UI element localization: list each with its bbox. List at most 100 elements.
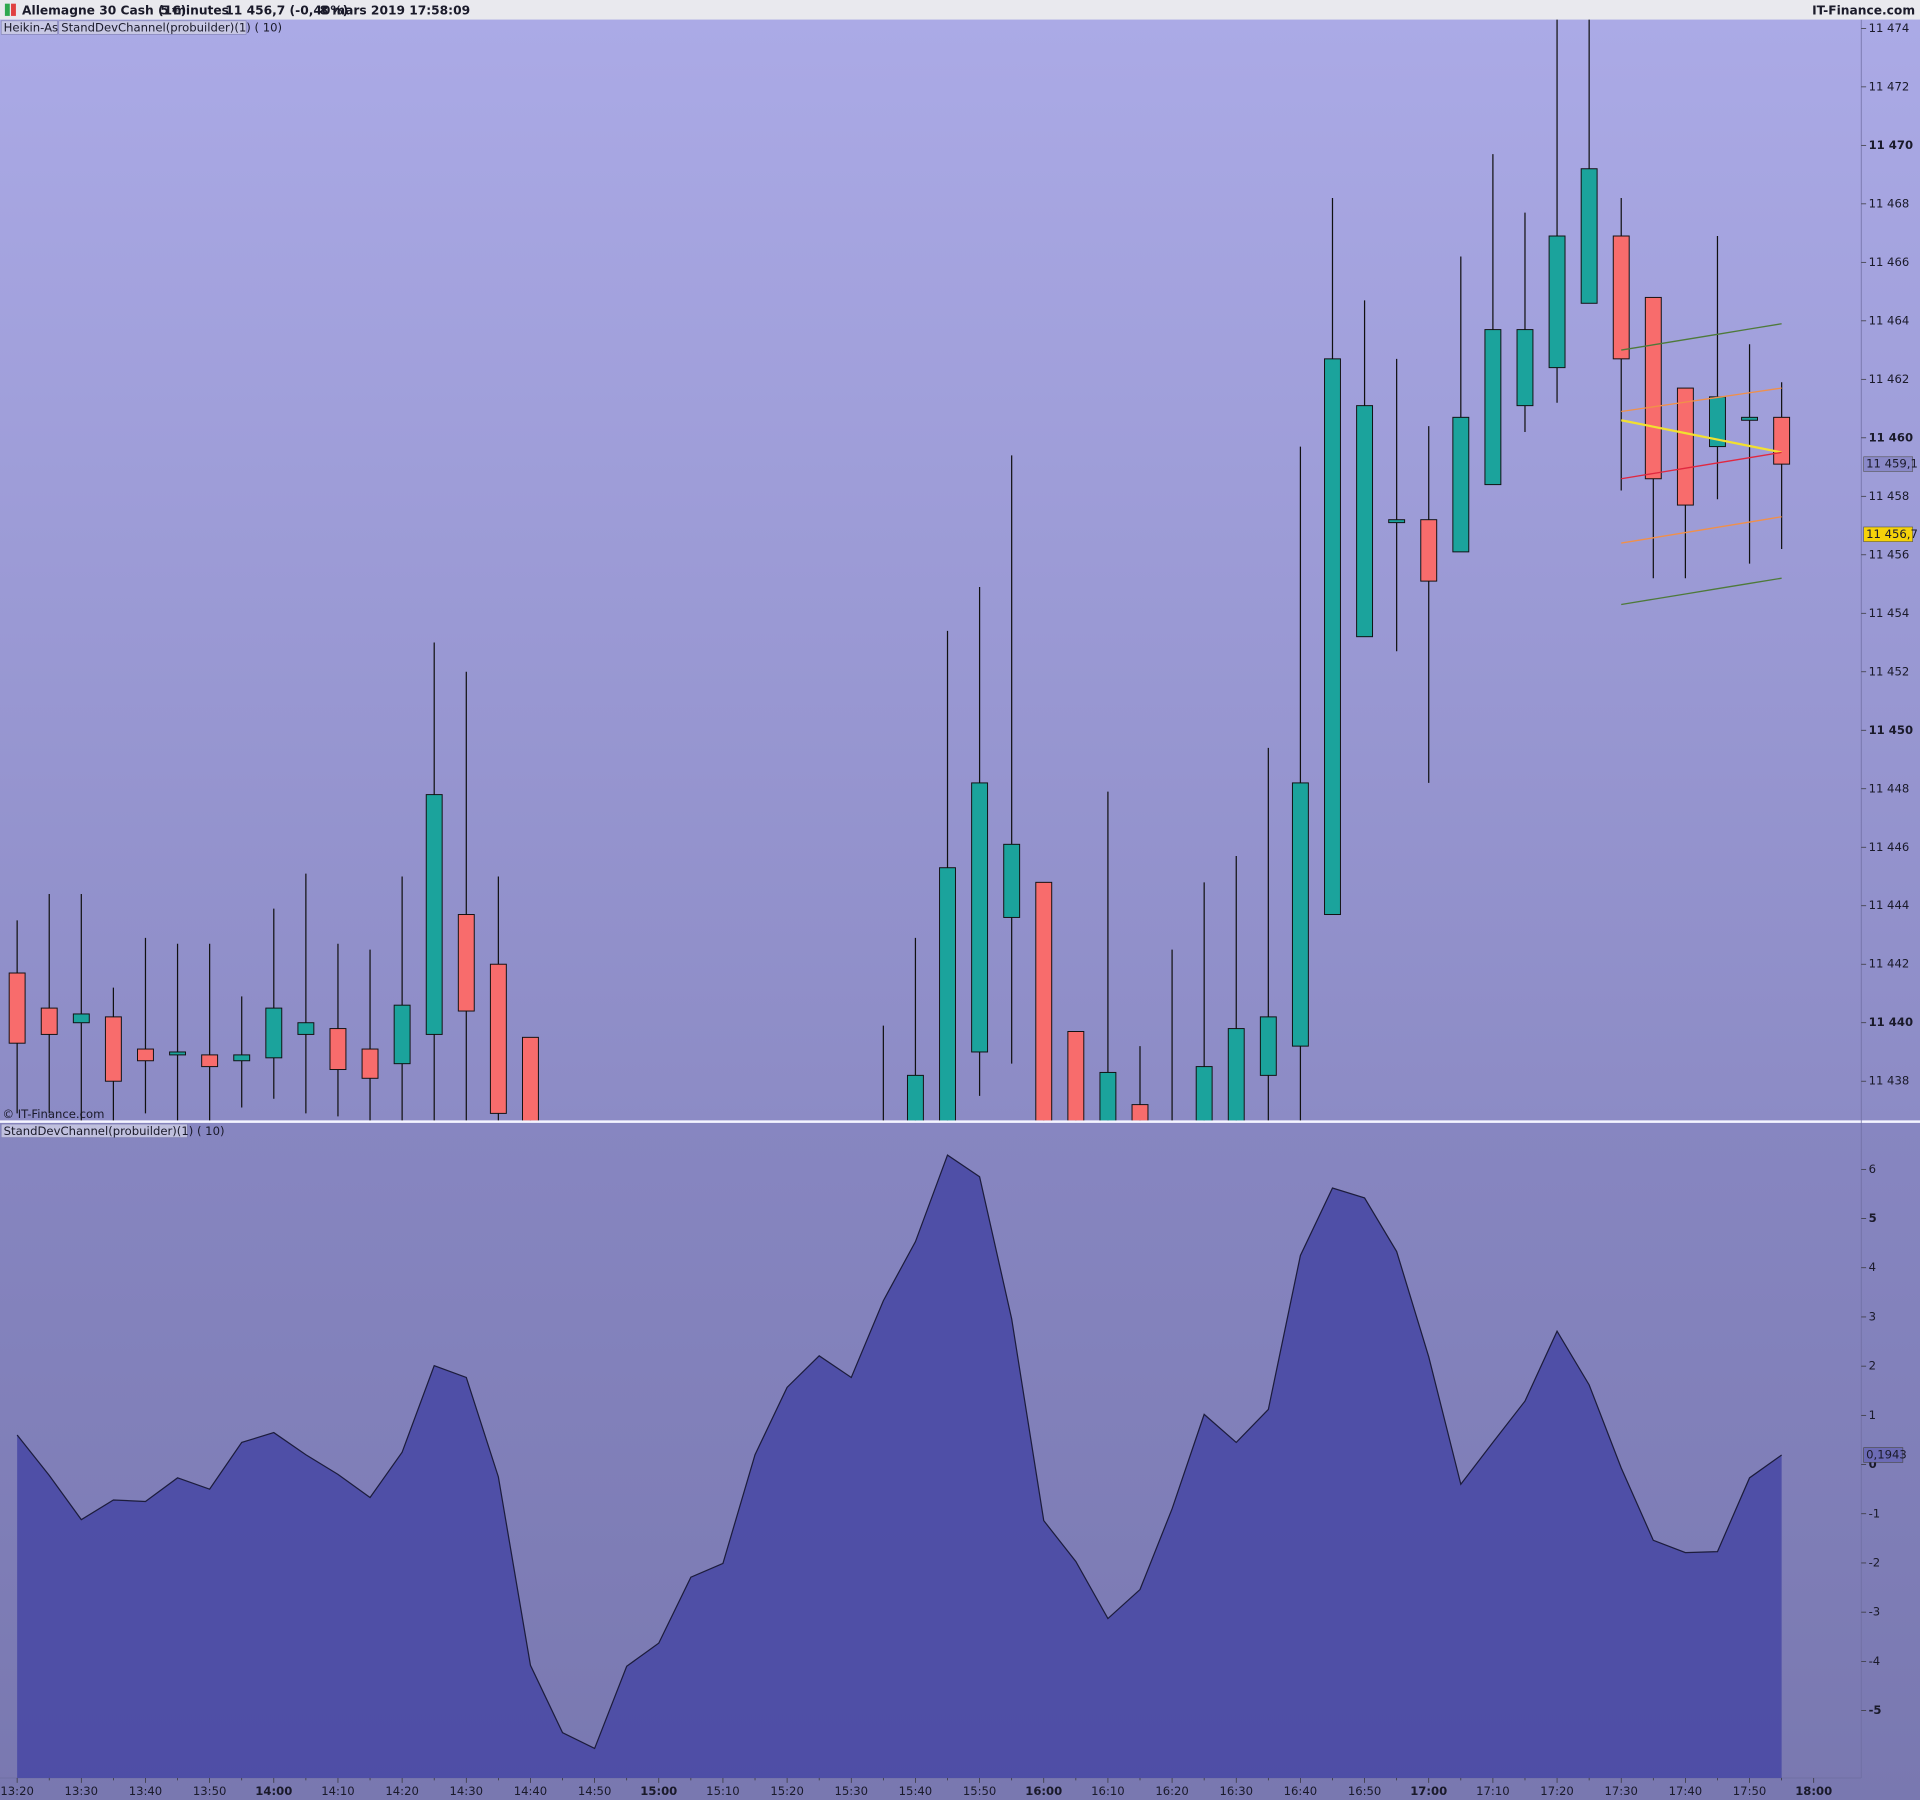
- channel-line: [1621, 516, 1782, 544]
- x-tick-label: 15:10: [706, 1784, 740, 1798]
- x-tick-label: 14:50: [578, 1784, 612, 1798]
- last-value-label: 0,1943: [1866, 1447, 1907, 1461]
- price-panel-bg: [0, 19, 1920, 1122]
- y-tick-label: 11 470: [1869, 138, 1914, 152]
- tab-bg[interactable]: [58, 20, 247, 35]
- tab-bg[interactable]: [0, 1123, 188, 1138]
- y-tick-label: 11 440: [1869, 1015, 1914, 1029]
- y-tick-label: 0: [1869, 1457, 1877, 1471]
- header-icon: [4, 3, 10, 16]
- candle-body: [104, 1016, 122, 1082]
- x-tick-label: 14:40: [514, 1784, 548, 1798]
- candle-body: [1259, 1016, 1277, 1076]
- x-tick-label: 17:10: [1476, 1784, 1510, 1798]
- candle-body: [1291, 782, 1309, 1047]
- y-tick-label: 11 454: [1869, 606, 1910, 620]
- y-tick-label: 1: [1869, 1408, 1876, 1422]
- x-tick-label: 13:40: [129, 1784, 163, 1798]
- candle-body: [1420, 519, 1438, 582]
- candle-body: [265, 1007, 283, 1059]
- y-tick-label: 11 444: [1869, 898, 1910, 912]
- quote: 11 456,7 (-0,40%): [225, 4, 348, 18]
- channel-line: [1621, 577, 1782, 606]
- x-tick-label: 14:10: [321, 1784, 355, 1798]
- x-tick-label: 15:40: [899, 1784, 933, 1798]
- y-tick-label: 11 462: [1869, 372, 1910, 386]
- y-tick-label: 5: [1869, 1211, 1877, 1225]
- watermark: © IT-Finance.com: [2, 1107, 104, 1121]
- y-tick-label: 11 456: [1869, 547, 1910, 561]
- y-tick-label: -2: [1869, 1555, 1881, 1569]
- y-tick-label: 11 442: [1869, 957, 1910, 971]
- last-value-marker: [1863, 1447, 1904, 1463]
- x-tick-label: 15:00: [640, 1784, 677, 1798]
- candle-body: [1356, 405, 1374, 638]
- y-tick-label: 11 446: [1869, 840, 1910, 854]
- candle-body: [329, 1028, 347, 1071]
- instrument: Allemagne 30 Cash (1€): [22, 4, 186, 18]
- tab[interactable]: StandDevChannel(probuilder)(1) ( 10): [61, 21, 282, 35]
- candle-body: [8, 972, 26, 1044]
- x-tick-label: 16:20: [1155, 1784, 1189, 1798]
- candle-body: [1067, 1031, 1085, 1121]
- candle-body: [971, 782, 989, 1053]
- candle-body: [906, 1074, 924, 1121]
- price-marker-label: 11 456,7: [1866, 527, 1918, 541]
- tab-bg[interactable]: [0, 20, 58, 35]
- axes: 11 438 11 440 11 442 11 444 11 446 11 448 11 4…: [0, 21, 1918, 1798]
- y-tick-label: 2: [1869, 1359, 1876, 1373]
- y-tick-label: 3: [1869, 1309, 1876, 1323]
- header-icon: [11, 3, 16, 16]
- y-tick-label: 11 474: [1869, 21, 1910, 35]
- candle-body: [1773, 416, 1791, 465]
- x-tick-label: 13:50: [193, 1784, 227, 1798]
- price-marker: [1863, 526, 1913, 542]
- area-fill: [17, 1155, 1782, 1778]
- x-tick-label: 13:20: [0, 1784, 34, 1798]
- header-bg: [0, 0, 1920, 20]
- candle-body: [1131, 1104, 1149, 1121]
- tab[interactable]: StandDevChannel(probuilder)(1) ( 10): [4, 1124, 225, 1138]
- candle-body: [1195, 1066, 1213, 1121]
- y-tick-label: 4: [1869, 1260, 1876, 1274]
- candle-body: [1676, 387, 1694, 506]
- x-tick-label: 17:00: [1410, 1784, 1447, 1798]
- area-line: [16, 1154, 1782, 1750]
- x-tick-label: 14:30: [450, 1784, 484, 1798]
- candle-body: [1452, 416, 1470, 553]
- x-tick-label: 17:50: [1733, 1784, 1767, 1798]
- channel-line: [1621, 451, 1782, 480]
- y-tick-label: 11 464: [1869, 313, 1910, 327]
- candle-body: [169, 1051, 187, 1056]
- channel-line: [1621, 387, 1782, 413]
- x-tick-label: 13:30: [65, 1784, 99, 1798]
- y-tick-label: 11 450: [1869, 723, 1914, 737]
- candle-body: [72, 1013, 90, 1024]
- y-tick-label: 11 468: [1869, 196, 1910, 210]
- candle-body: [457, 914, 475, 1012]
- x-tick-label: 18:00: [1795, 1784, 1832, 1798]
- candle-body: [1035, 881, 1053, 1121]
- x-tick-label: 17:20: [1540, 1784, 1574, 1798]
- candle-body: [1324, 358, 1341, 916]
- y-tick-label: 11 448: [1869, 781, 1910, 795]
- candle-body: [201, 1054, 219, 1068]
- candle-body: [137, 1048, 154, 1062]
- x-tick-label: 16:50: [1348, 1784, 1382, 1798]
- x-tick-label: 15:50: [963, 1784, 997, 1798]
- x-tick-label: 16:40: [1284, 1784, 1318, 1798]
- candle-body: [522, 1036, 539, 1121]
- tab[interactable]: Heikin-Ashi: [4, 21, 69, 35]
- candle-body: [489, 963, 507, 1114]
- x-tick-label: 14:20: [385, 1784, 419, 1798]
- candle-body: [425, 794, 443, 1035]
- price-marker-label: 11 459,1: [1866, 457, 1918, 471]
- channel-line: [1621, 323, 1782, 351]
- candle-body: [1099, 1071, 1117, 1121]
- candle-body: [1516, 329, 1534, 407]
- y-tick-label: 6: [1869, 1162, 1876, 1176]
- candle-body: [393, 1004, 411, 1065]
- candle-body: [233, 1054, 251, 1062]
- x-tick-label: 17:40: [1669, 1784, 1703, 1798]
